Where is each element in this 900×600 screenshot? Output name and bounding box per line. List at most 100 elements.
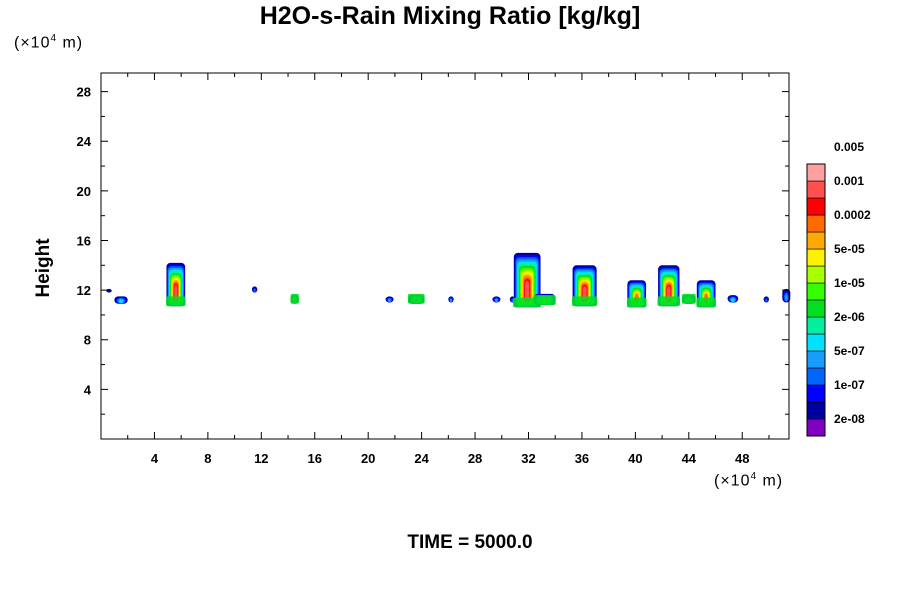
contour-band <box>407 293 425 304</box>
contour-band <box>681 293 696 304</box>
rain-cell <box>448 296 454 303</box>
colorbar-swatch <box>806 418 826 437</box>
y-tick-label: 28 <box>77 85 91 100</box>
colorbar-swatch <box>806 265 826 284</box>
colorbar-label: 5e-07 <box>834 344 865 358</box>
x-tick-label: 32 <box>521 451 535 466</box>
colorbar-swatch <box>806 367 826 386</box>
rain-cell <box>114 296 128 304</box>
contour-band <box>495 298 498 302</box>
rain-cell <box>407 293 425 304</box>
colorbar-swatch <box>806 350 826 369</box>
colorbar-label: 1e-07 <box>834 378 865 392</box>
rain-cell <box>251 286 258 293</box>
rain-cell <box>782 288 791 303</box>
rain-cell <box>290 293 299 304</box>
colorbar-label: 1e-05 <box>834 276 865 290</box>
contour-band <box>626 297 647 308</box>
y-unit-suffix: m) <box>57 34 84 52</box>
x-tick-label: 36 <box>575 451 589 466</box>
colorbar-frame <box>806 163 826 437</box>
y-tick-label: 12 <box>77 283 91 298</box>
rain-cell <box>571 265 598 307</box>
y-axis-title: Height <box>33 238 54 298</box>
colorbar-label: 2e-06 <box>834 310 865 324</box>
rain-cell <box>657 265 680 307</box>
colorbar-swatch <box>806 180 826 199</box>
colorbar-swatch <box>806 163 826 182</box>
x-unit-suffix: m) <box>757 472 784 490</box>
x-tick-label: 28 <box>468 451 482 466</box>
y-tick-label: 16 <box>77 233 91 248</box>
contour-band <box>450 298 452 302</box>
colorbar-swatch <box>806 214 826 233</box>
rain-cell <box>492 296 501 303</box>
contour-band <box>511 298 514 303</box>
x-tick-label: 44 <box>682 451 697 466</box>
colorbar: 2e-08 1e-07 5e-07 2e-06 1e-05 5e-05 0.0002 0.00… <box>806 140 871 437</box>
colorbar-swatch <box>806 316 826 335</box>
contour-band <box>388 298 391 302</box>
rain-cell <box>763 296 769 303</box>
x-tick-label: 8 <box>204 451 211 466</box>
colorbar-label: 2e-08 <box>834 412 865 426</box>
x-tick-label: 20 <box>361 451 375 466</box>
contour-cells <box>106 252 791 308</box>
rain-cell <box>681 293 696 304</box>
colorbar-swatch <box>806 197 826 216</box>
rain-cell <box>106 288 112 293</box>
x-tick-label: 12 <box>254 451 268 466</box>
contour-band <box>765 298 768 303</box>
contour-band <box>657 296 680 307</box>
colorbar-swatch <box>806 231 826 250</box>
contour-band <box>696 297 716 308</box>
y-tick-label: 24 <box>77 134 92 149</box>
contour-band <box>165 296 186 307</box>
rain-cell <box>513 252 542 308</box>
contour-band <box>524 280 530 302</box>
x-tick-label: 24 <box>414 451 429 466</box>
contour-band <box>533 295 556 306</box>
chart-title: H2O-s-Rain Mixing Ratio [kg/kg] <box>259 2 641 30</box>
colorbar-label: 5e-05 <box>834 242 865 256</box>
x-unit-prefix: (×10 <box>714 472 751 490</box>
contour-band <box>253 288 256 293</box>
y-tick-label: 20 <box>77 184 91 199</box>
x-tick-label: 4 <box>151 451 159 466</box>
y-unit-exponent: 4 <box>50 33 58 44</box>
rain-cell <box>727 295 739 303</box>
rain-cell <box>696 280 716 308</box>
contour-band <box>290 293 299 304</box>
colorbar-swatch <box>806 299 826 318</box>
contour-band <box>571 296 598 307</box>
x-unit-exponent: 4 <box>750 471 758 482</box>
y-tick-label: 4 <box>84 382 92 397</box>
x-tick-label: 40 <box>628 451 642 466</box>
colorbar-label: 0.0002 <box>834 208 871 222</box>
time-label: TIME = 5000.0 <box>407 532 533 553</box>
colorbar-label: 0.001 <box>834 174 864 188</box>
colorbar-swatch <box>806 333 826 352</box>
plot-frame <box>100 72 790 440</box>
colorbar-swatch <box>806 282 826 301</box>
contour-band <box>119 299 123 304</box>
x-axis-unit: (×104 m) <box>714 471 783 490</box>
contour-band <box>106 288 112 293</box>
colorbar-swatch <box>806 384 826 403</box>
x-tick-label: 48 <box>735 451 749 466</box>
rain-cell <box>626 280 647 308</box>
rain-cell <box>165 262 186 307</box>
rain-cell <box>533 293 556 306</box>
colorbar-label: 0.005 <box>834 140 864 154</box>
colorbar-swatch <box>806 248 826 267</box>
contour-band <box>731 298 735 302</box>
y-unit-prefix: (×10 <box>14 34 51 52</box>
y-axis-unit: (×104 m) <box>14 33 83 52</box>
rain-cell <box>385 296 394 303</box>
contour-band <box>785 294 788 302</box>
x-tick-label: 16 <box>308 451 322 466</box>
y-tick-label: 8 <box>84 333 91 348</box>
colorbar-swatch <box>806 401 826 420</box>
